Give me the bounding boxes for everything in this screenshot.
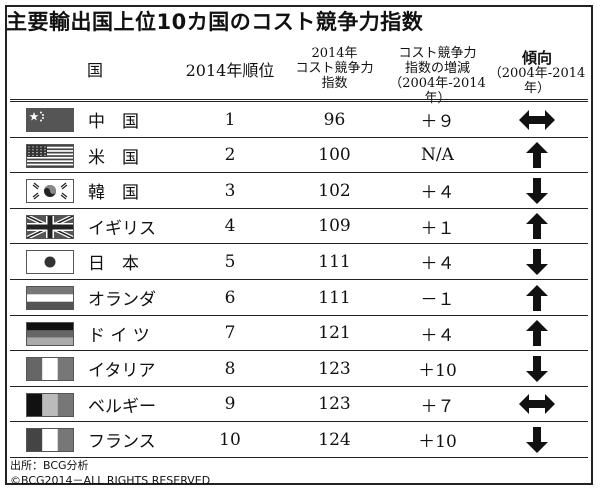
rank-value: 3 [224, 180, 236, 201]
down-arrow-icon [486, 351, 588, 386]
header-index-line2: コスト競争力 [295, 61, 374, 76]
index-value: 109 [318, 216, 351, 237]
left-right-arrow-icon [486, 387, 588, 422]
change-value: ＋４ [420, 183, 455, 204]
header-index-line3: 指数 [321, 76, 348, 91]
rank-value: 10 [219, 429, 241, 450]
row-divider [10, 243, 588, 245]
index-value: 102 [318, 180, 351, 201]
index-value: 123 [318, 358, 351, 379]
usa-flag-icon [26, 143, 74, 168]
header-change-line3: （2004年-2014年） [389, 76, 486, 106]
italy-flag-icon [26, 357, 74, 382]
row-divider [10, 421, 588, 423]
country-name: オランダ [88, 290, 156, 310]
country-name: フランス [88, 432, 156, 453]
country-name: イタリア [88, 361, 156, 382]
header-index: 2014年 コスト競争力 指数 [282, 46, 387, 91]
rank-value: 7 [224, 323, 236, 344]
change-value: ＋10 [418, 432, 457, 453]
table-row: オランダ 6 111 －１ [10, 280, 588, 315]
change-value: －１ [420, 290, 455, 310]
down-arrow-icon [486, 244, 588, 279]
table-row: 米 国 2 100 N/A [10, 138, 588, 173]
header-change: コスト競争力 指数の増減 （2004年-2014年） [380, 46, 495, 106]
header-trend-line1: 傾向 [521, 49, 552, 67]
header-change-line1: コスト競争力 [398, 46, 477, 61]
index-value: 111 [318, 287, 351, 308]
change-value: ＋10 [418, 361, 457, 382]
rank-value: 1 [224, 109, 236, 130]
change-value: ＋４ [420, 254, 455, 275]
table-row: イタリア 8 123 ＋10 [10, 351, 588, 386]
table-row: イギリス 4 109 ＋１ [10, 209, 588, 244]
table-row: 日 本 5 111 ＋４ [10, 244, 588, 279]
row-divider [10, 172, 588, 174]
belgium-flag-icon [26, 392, 74, 417]
index-value: 121 [318, 323, 351, 344]
left-right-arrow-icon [486, 102, 588, 137]
korea-flag-icon [26, 179, 74, 204]
header-trend: 傾向 （2004年-2014年） [486, 49, 588, 97]
country-name: 日 本 [88, 254, 139, 275]
row-divider [10, 279, 588, 280]
row-divider [10, 457, 588, 458]
china-flag-icon [26, 108, 74, 132]
down-arrow-icon [486, 422, 588, 457]
country-name: ド イ ツ [88, 325, 150, 346]
chart-title: 主要輸出国上位10カ国のコスト競争力指数 [6, 10, 424, 34]
index-value: 124 [318, 429, 351, 450]
change-value: ＋７ [420, 396, 455, 417]
index-value: 111 [318, 251, 351, 272]
country-name: 中 国 [88, 112, 139, 132]
netherlands-flag-icon [26, 286, 74, 310]
row-divider [10, 350, 588, 352]
row-divider [10, 314, 588, 316]
header-divider [10, 99, 588, 102]
up-arrow-icon [486, 280, 588, 315]
rank-value: 4 [224, 216, 236, 237]
row-divider [10, 385, 588, 387]
change-value: ＋４ [420, 325, 455, 346]
change-value: N/A [421, 145, 454, 166]
table-row: 韓 国 3 102 ＋４ [10, 173, 588, 208]
country-name: ベルギー [88, 396, 156, 417]
row-divider [10, 207, 588, 209]
rank-value: 2 [224, 145, 236, 166]
chart-frame [5, 5, 593, 485]
rank-value: 9 [224, 394, 236, 415]
source-note: 出所：BCG分析 [10, 459, 89, 472]
header-country: 国 [86, 61, 103, 80]
table-row: ベルギー 9 123 ＋７ [10, 387, 588, 422]
index-value: 123 [318, 394, 351, 415]
table-row: ド イ ツ 7 121 ＋４ [10, 316, 588, 351]
rank-value: 6 [224, 287, 236, 308]
uk-flag-icon [26, 214, 74, 239]
change-value: ＋９ [420, 112, 455, 132]
header-index-line1: 2014年 [311, 46, 358, 61]
row-divider [10, 136, 588, 138]
up-arrow-icon [486, 209, 588, 244]
header-trend-line2: （2004年-2014年） [488, 66, 586, 96]
index-value: 96 [323, 109, 346, 130]
header-change-line2: 指数の増減 [404, 61, 470, 76]
country-name: 韓 国 [88, 183, 139, 204]
up-arrow-icon [486, 316, 588, 351]
down-arrow-icon [486, 173, 588, 208]
up-arrow-icon [486, 138, 588, 173]
rank-value: 8 [224, 358, 236, 379]
change-value: ＋１ [420, 218, 455, 239]
index-value: 100 [318, 145, 351, 166]
country-name: 米 国 [88, 147, 139, 168]
france-flag-icon [26, 428, 74, 453]
germany-flag-icon [26, 321, 74, 346]
table-row: 中 国 1 96 ＋９ [10, 102, 588, 137]
japan-flag-icon [26, 250, 74, 275]
table-row: フランス 10 124 ＋10 [10, 422, 588, 457]
country-name: イギリス [88, 218, 156, 239]
header-rank: 2014年順位 [185, 61, 275, 80]
copyright-note: ©BCG2014－ALL RIGHTS RESERVED [10, 474, 211, 487]
rank-value: 5 [224, 251, 236, 272]
